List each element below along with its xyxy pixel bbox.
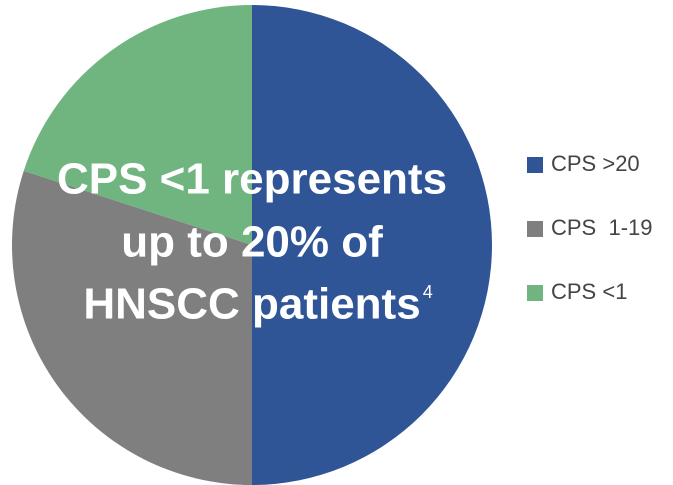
annotation-line: up to 20% of (121, 218, 383, 267)
annotation-line: HNSCC patients (83, 280, 420, 329)
pie-slice (12, 170, 253, 485)
annotation-line: CPS <1 represents (57, 155, 447, 204)
legend-label: CPS >20 (551, 151, 640, 176)
pie-slice (252, 5, 492, 485)
legend-label: CPS <1 (551, 279, 627, 304)
legend-swatch (527, 221, 543, 237)
legend-label: CPS 1-19 (551, 215, 653, 240)
legend-swatch (527, 157, 543, 173)
pie-slice (23, 5, 253, 245)
legend-swatch (527, 285, 543, 301)
annotation-superscript: 4 (423, 282, 433, 302)
